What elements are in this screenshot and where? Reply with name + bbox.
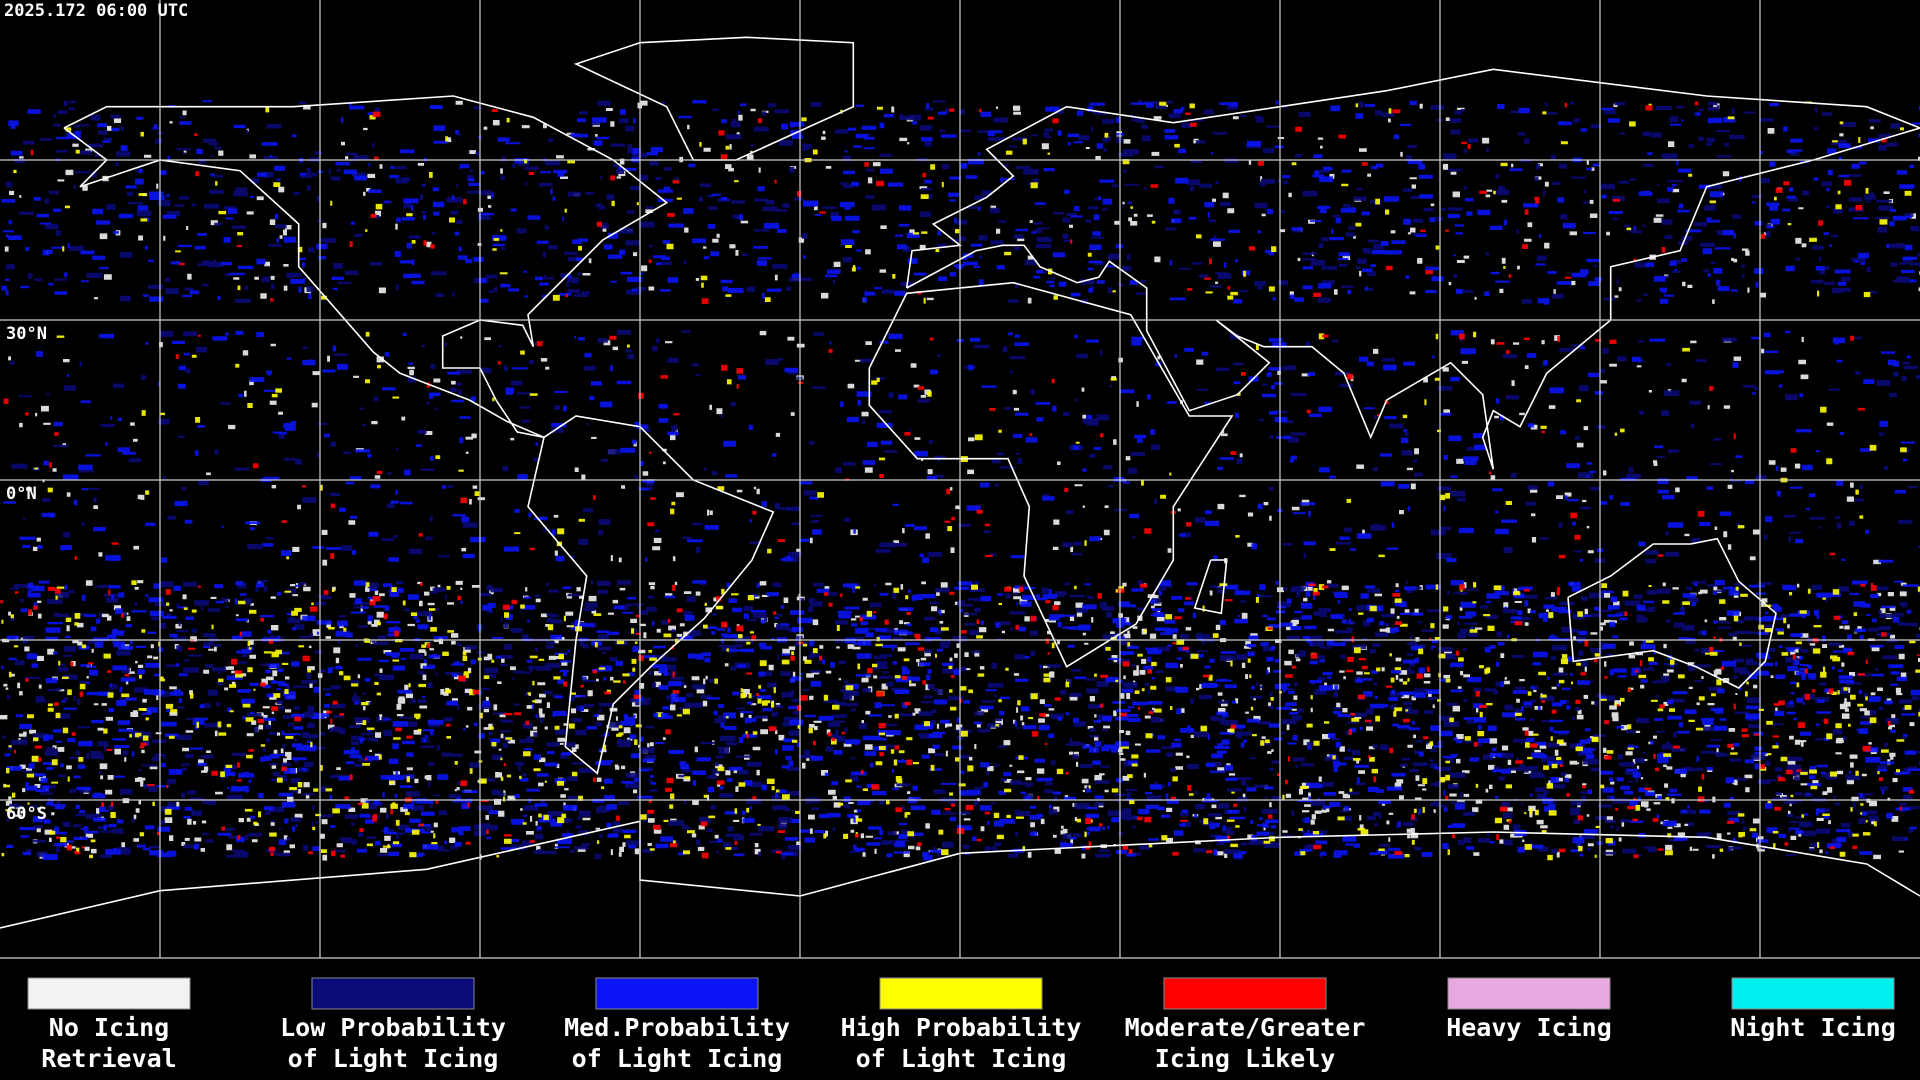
legend-swatch [1447, 977, 1611, 1010]
legend-swatch [1163, 977, 1327, 1010]
coastline [1567, 537, 1777, 689]
legend-label: Low Probability [280, 1013, 506, 1042]
coastline [905, 68, 1920, 470]
legend-label: Moderate/Greater [1125, 1013, 1366, 1042]
legend-swatch [595, 977, 759, 1010]
legend-label: of Light Icing [288, 1044, 499, 1073]
graticule [0, 0, 1920, 959]
coastline [527, 415, 775, 775]
coastline [573, 36, 855, 161]
timestamp: 2025.172 06:00 UTC [4, 1, 188, 21]
legend-label: Retrieval [41, 1044, 176, 1073]
legend-label: No Icing [49, 1013, 169, 1042]
latitude-label: 60°S [6, 804, 47, 824]
coastlines [0, 36, 1920, 929]
legend-label: Icing Likely [1155, 1044, 1336, 1073]
coastline [63, 95, 669, 439]
latitude-label: 0°N [6, 484, 37, 504]
icing-speckles [2, 100, 1920, 860]
legend-label: Night Icing [1730, 1013, 1896, 1042]
legend-swatch [1731, 977, 1895, 1010]
legend-label: Med.Probability [564, 1013, 790, 1042]
legend-swatch [27, 977, 191, 1010]
legend-label: of Light Icing [572, 1044, 783, 1073]
coastline [0, 820, 1920, 929]
icing-field [0, 100, 1920, 861]
legend-swatch [311, 977, 475, 1010]
legend-swatch [879, 977, 1043, 1010]
latitude-label: 30°N [6, 324, 47, 344]
legend-label: of Light Icing [856, 1044, 1067, 1073]
legend-label: High Probability [841, 1013, 1082, 1042]
legend-label: Heavy Icing [1446, 1013, 1612, 1042]
coastline [868, 281, 1234, 668]
coastline [1193, 559, 1228, 615]
